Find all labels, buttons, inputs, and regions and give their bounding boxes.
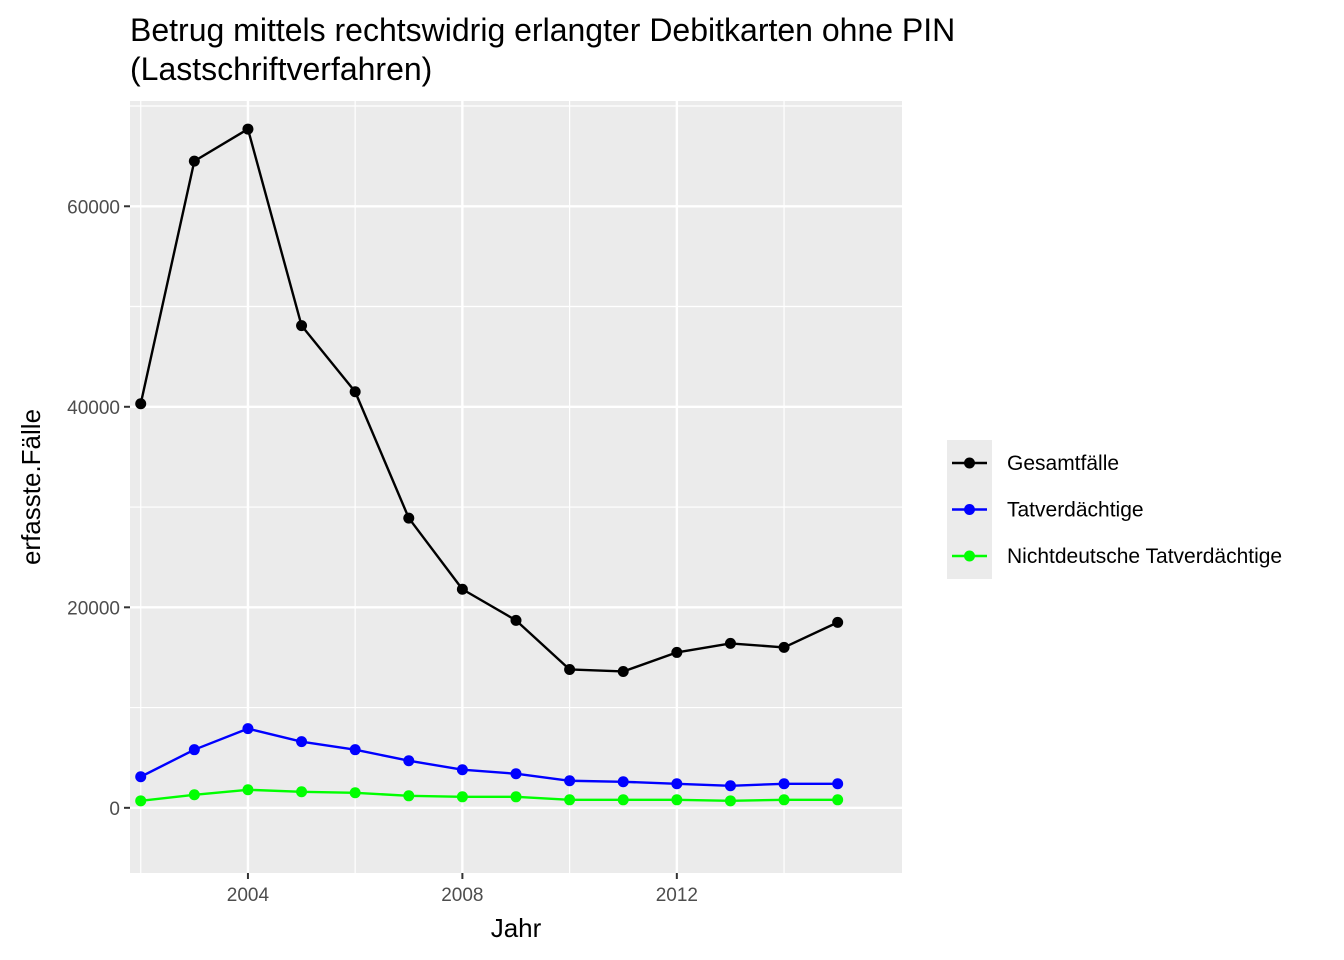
y-axis-title: erfasste.Fälle [16,409,46,565]
x-axis-title: Jahr [491,913,542,943]
legend-label: Nichtdeutsche Tatverdächtige [1007,545,1282,568]
x-tick-label: 2012 [656,885,698,906]
legend-key-point [964,550,975,562]
legend-key-point [964,504,975,515]
series-1-point [403,512,415,524]
series-3-point [778,794,790,806]
series-1-point [671,646,683,658]
series-2-point [403,755,415,767]
chart-title-line1: Betrug mittels rechtswidrig erlangter De… [130,12,955,48]
y-tick-label: 40000 [67,398,120,419]
series-1-point [832,616,844,628]
series-3-point [135,795,147,807]
series-3-point [617,794,629,806]
series-2-line [140,727,838,787]
series-3-line [140,788,838,803]
series-3-point [671,794,683,806]
series-1-point [778,641,790,653]
x-axis-ticks: 2004 2008 2012 [227,873,698,906]
series-3-point [456,791,468,803]
y-axis-ticks: 0 20000 40000 60000 [67,197,130,820]
series-1-point [510,614,522,626]
series-2-point [242,723,254,735]
series-2-point [135,771,147,783]
series-2-point [671,778,683,790]
y-tick-label: 20000 [67,598,120,619]
y-tick-label: 0 [109,799,120,820]
series-1-point [456,583,468,595]
x-tick-label: 2004 [227,885,270,906]
series-1-point [349,386,361,398]
series-1-point [296,320,308,332]
series-2-point [832,778,844,790]
series-1-line [139,127,839,673]
series-2-point [349,744,361,756]
series-3-point [242,784,254,796]
chart-title-line2: (Lastschriftverfahren) [130,51,432,87]
series-1-point [242,123,254,135]
series-1-point [135,398,147,410]
series-1-point [724,637,736,649]
series-3-point [296,786,308,798]
legend-key-point [964,457,975,469]
series-1-point [617,665,629,677]
series-2-point [617,776,629,788]
series-3-point [188,789,200,801]
series-3-point [724,795,736,807]
series-1-point [188,155,200,167]
grid-major [130,101,902,873]
x-tick-label: 2008 [441,885,483,906]
legend-label: Tatverdächtige [1007,499,1144,522]
grid-minor [130,101,902,873]
series-2-point [564,775,576,787]
series-2-point [456,764,468,776]
series-layer [135,123,844,807]
series-3-point [510,791,522,803]
series-2-point [188,744,200,756]
y-tick-label: 60000 [67,197,120,218]
legend: Gesamtfälle Tatverdächtige Nichtdeutsche T… [952,452,1282,568]
series-2-point [778,778,790,790]
series-3-point [564,794,576,806]
series-3-point [403,790,415,802]
series-2-point [296,736,308,748]
plot-panel [130,101,902,873]
series-2-point [510,768,522,780]
series-2-point [724,780,736,792]
series-1-point [564,663,576,675]
series-3-point [349,787,361,799]
series-3-point [832,794,844,806]
legend-label: Gesamtfälle [1007,452,1119,475]
